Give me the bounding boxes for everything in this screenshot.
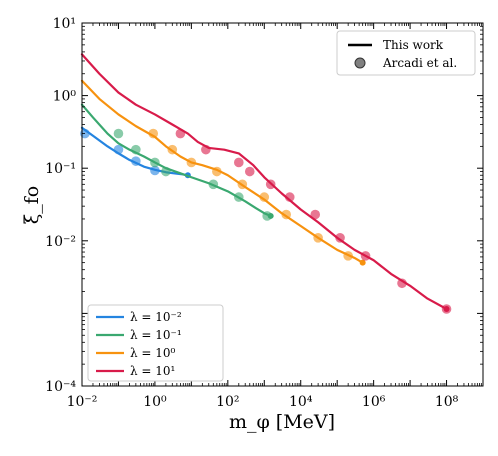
series-point-0 (150, 165, 160, 176)
series-legend-label-2: λ = 10⁰ (130, 346, 176, 360)
series-point-1 (208, 179, 219, 190)
series-point-1 (262, 211, 272, 221)
series-point-2 (186, 157, 197, 168)
series-point-3 (397, 278, 407, 289)
series-point-1 (233, 192, 244, 202)
series-line-3 (80, 53, 448, 311)
series-point-2 (167, 144, 178, 155)
series-point-1 (150, 157, 160, 168)
series-point-2 (259, 192, 270, 202)
series-point-1 (131, 144, 141, 155)
series-point-2 (313, 232, 323, 243)
series-point-2 (212, 166, 222, 177)
y-tick-label: 10⁻¹ (45, 161, 76, 177)
series-2 (80, 79, 366, 266)
series-point-0 (131, 156, 141, 166)
series-layer (80, 53, 452, 314)
plot-frame (81, 22, 484, 387)
series-1 (80, 103, 274, 221)
x-tick-label: 10⁶ (362, 394, 386, 410)
series-legend-label-1: λ = 10⁻¹ (130, 328, 182, 342)
series-legend-label-3: λ = 10¹ (130, 364, 175, 378)
style-legend-box (336, 30, 476, 76)
series-point-0 (113, 144, 124, 155)
style-legend: This work Arcadi et al. (336, 30, 476, 76)
series-line-end-2 (359, 259, 366, 266)
series-point-2 (237, 179, 248, 190)
y-tick-label: 10⁰ (53, 89, 77, 105)
x-tick-label: 10⁸ (435, 394, 459, 410)
series-point-3 (175, 128, 186, 139)
series-legend: λ = 10⁻² λ = 10⁻¹ λ = 10⁰ λ = 10¹ (87, 304, 224, 382)
series-line-1 (80, 103, 272, 218)
series-point-3 (201, 144, 211, 155)
series-3 (80, 53, 452, 314)
x-tick-label: 10² (216, 394, 239, 410)
series-point-3 (233, 157, 244, 168)
series-point-3 (265, 179, 276, 190)
style-legend-label-dot: Arcadi et al. (382, 56, 457, 70)
x-axis-label: m_φ [MeV] (229, 411, 335, 433)
y-axis-label: ξ_fo (21, 186, 43, 224)
y-tick-label: 10¹ (53, 16, 76, 32)
y-tick-label: 10⁻² (45, 234, 76, 250)
series-point-3 (335, 232, 345, 243)
y-tick-label: 10⁻⁴ (45, 379, 76, 395)
series-point-3 (310, 209, 321, 220)
style-legend-label-line: This work (383, 38, 444, 52)
x-tick-label: 10⁻² (67, 394, 98, 410)
series-legend-label-0: λ = 10⁻² (130, 310, 182, 324)
series-legend-box (87, 304, 224, 382)
series-point-3 (441, 304, 452, 314)
series-point-2 (148, 128, 159, 139)
series-point-1 (161, 166, 171, 177)
series-point-3 (284, 192, 295, 202)
series-point-2 (281, 209, 292, 220)
x-tick-label: 10⁰ (143, 394, 167, 410)
series-point-3 (244, 166, 255, 177)
x-tick-label: 10⁴ (289, 394, 313, 410)
series-point-2 (343, 251, 353, 261)
series-point-1 (113, 128, 124, 139)
series-point-3 (360, 251, 371, 261)
style-legend-dot-swatch (354, 57, 366, 69)
